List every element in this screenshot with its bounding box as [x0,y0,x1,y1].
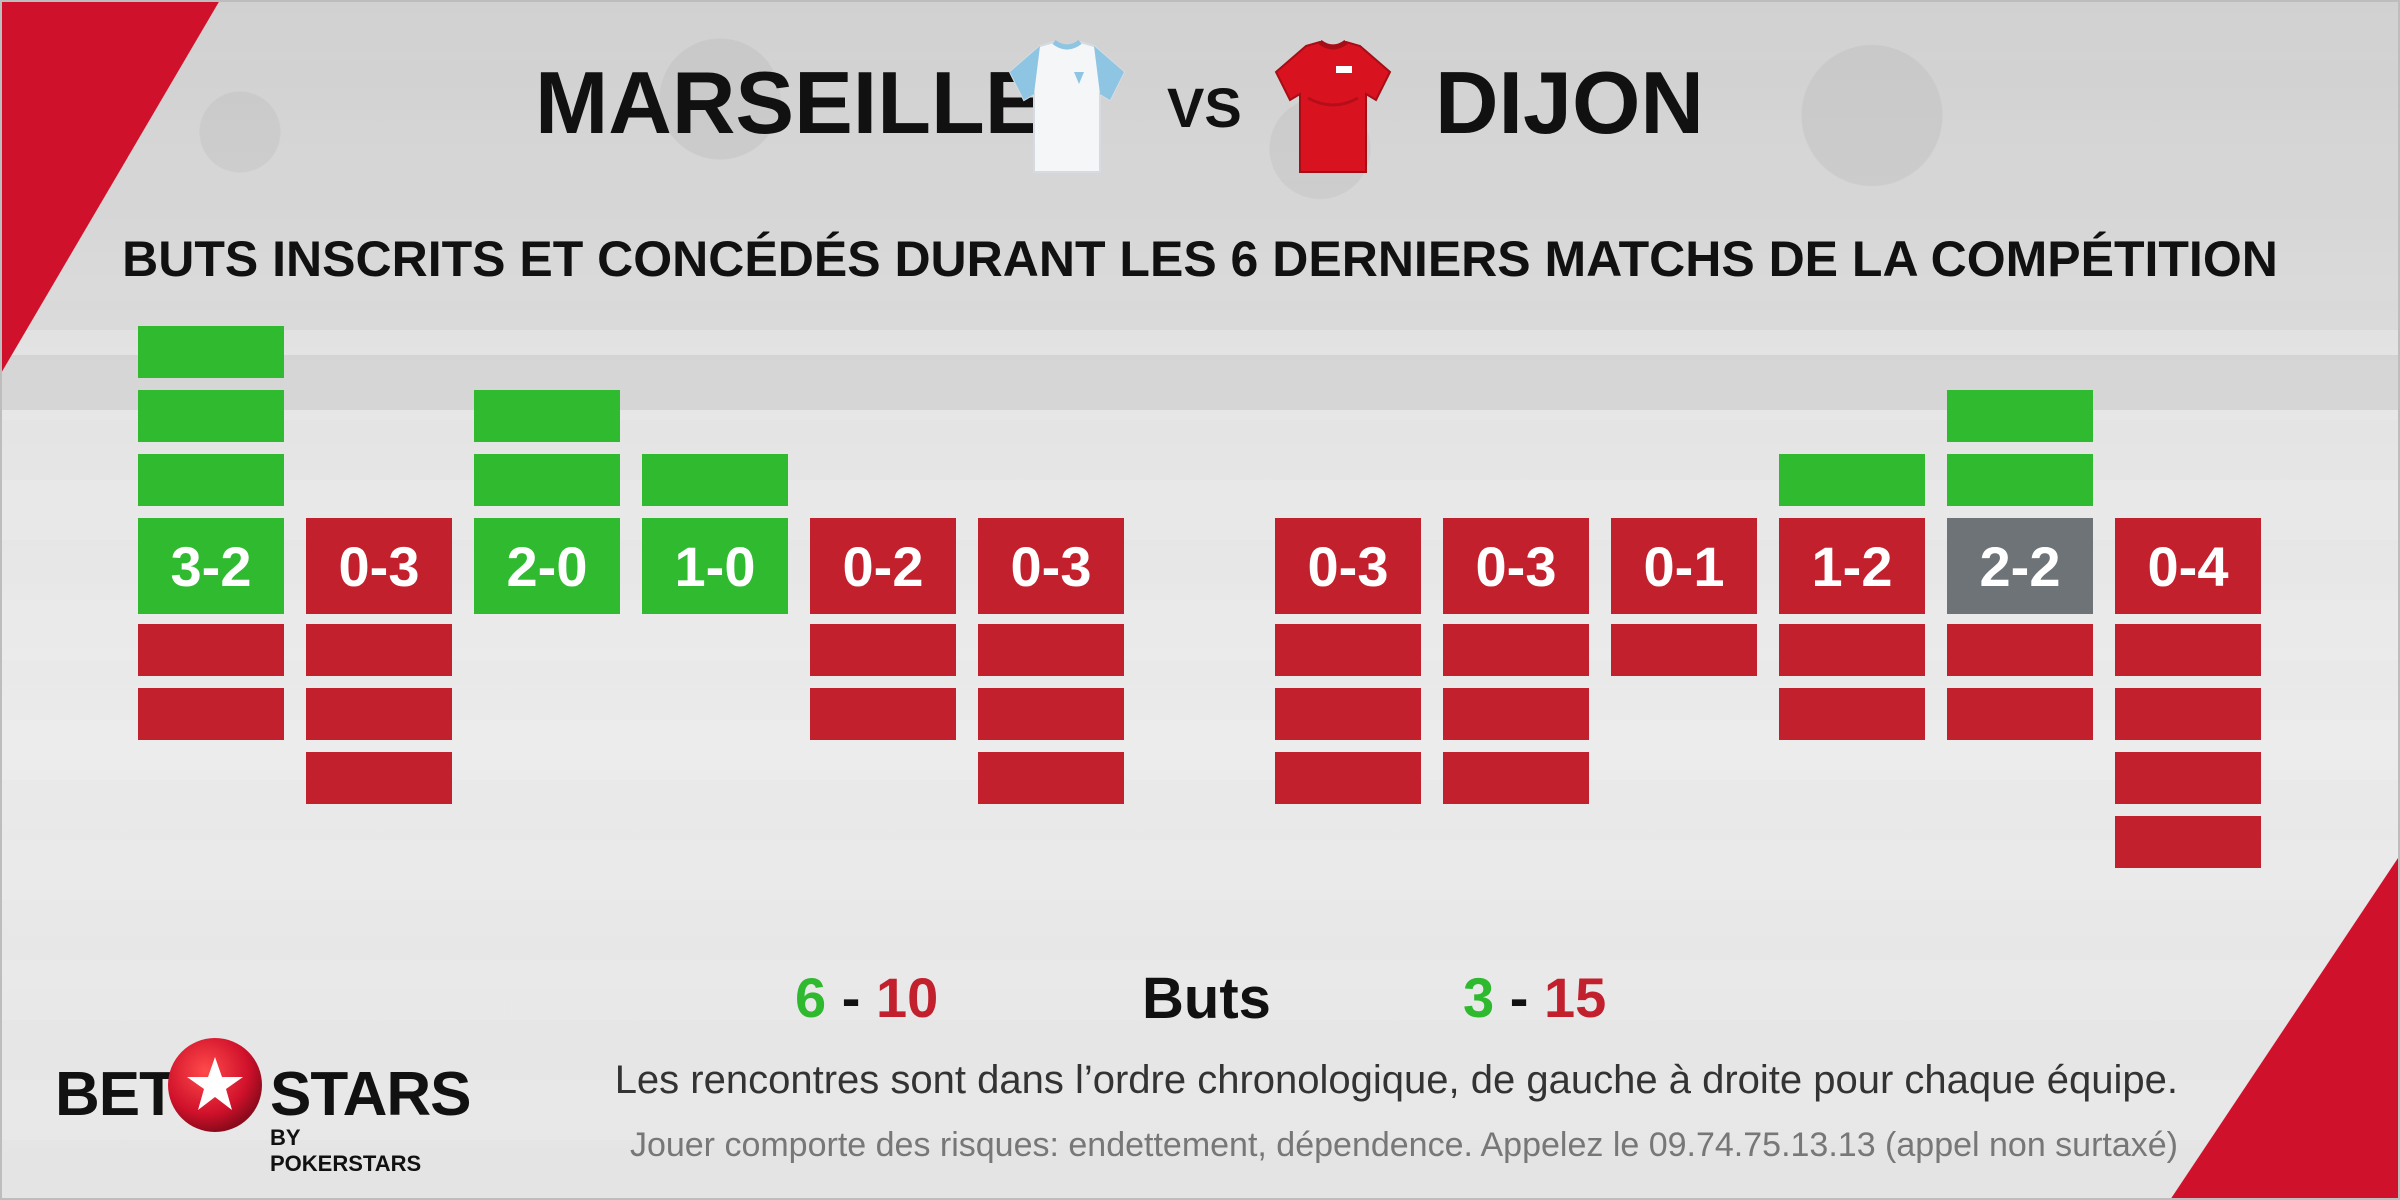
goal-conceded-block [1947,688,2093,740]
logo-by-pokerstars: BY POKERSTARS [270,1125,422,1176]
goal-scored-block [138,454,284,506]
score-tile-marseille-2: 0-3 [306,518,452,614]
goal-conceded-block [1443,624,1589,676]
score-tile-dijon-6: 0-4 [2115,518,2261,614]
goal-scored-block [1779,454,1925,506]
vs-label: VS [1167,76,1242,139]
goal-conceded-block [1443,752,1589,804]
goal-conceded-block [2115,688,2261,740]
goal-conceded-block [1275,624,1421,676]
score-tile-marseille-5: 0-2 [810,518,956,614]
logo-bet-text: BET [55,1060,177,1129]
chart-subtitle: BUTS INSCRITS ET CONCÉDÉS DURANT LES 6 D… [122,231,2278,287]
chronology-note: Les rencontres sont dans l’ordre chronol… [614,1058,2178,1102]
goal-conceded-block [1779,688,1925,740]
goal-conceded-block [2115,752,2261,804]
goal-scored-block [474,390,620,442]
betstars-logo: BET STARS BY POKERSTARS [55,1035,472,1176]
team-right-name: DIJON [1435,53,1704,152]
logo-stars-text: STARS [270,1060,472,1129]
goal-conceded-block [978,624,1124,676]
goal-scored-block [474,454,620,506]
goal-conceded-block [1275,752,1421,804]
star-ball-icon [168,1038,262,1132]
stadium-background [0,0,2400,330]
score-tile-dijon-5: 2-2 [1947,518,2093,614]
marseille-jersey-icon [1008,39,1126,173]
goal-scored-block [1947,390,2093,442]
score-tile-marseille-4: 1-0 [642,518,788,614]
goal-conceded-block [1443,688,1589,740]
goal-conceded-block [306,752,452,804]
goal-conceded-block [2115,624,2261,676]
score-tile-marseille-1: 3-2 [138,518,284,614]
score-tile-dijon-3: 0-1 [1611,518,1757,614]
totals-left-dash: - [841,966,861,1029]
goal-scored-block [1947,454,2093,506]
goal-conceded-block [1275,688,1421,740]
goal-conceded-block [810,688,956,740]
goal-scored-block [138,326,284,378]
goal-conceded-block [810,624,956,676]
score-tile-marseille-6: 0-3 [978,518,1124,614]
score-tile-dijon-4: 1-2 [1779,518,1925,614]
goal-conceded-block [978,752,1124,804]
totals-right-scored: 3 [1463,966,1495,1029]
goal-scored-block [642,454,788,506]
totals-left: 6 - 10 [795,965,938,1030]
totals-right-dash: - [1509,966,1529,1029]
goal-conceded-block [306,624,452,676]
goal-conceded-block [1611,624,1757,676]
goal-conceded-block [978,688,1124,740]
dijon-jersey-icon [1274,39,1392,173]
totals-right-conceded: 15 [1543,966,1607,1029]
goals-label: Buts [1142,966,1271,1031]
goal-conceded-block [306,688,452,740]
score-tile-marseille-3: 2-0 [474,518,620,614]
totals-left-conceded: 10 [875,966,939,1029]
goal-conceded-block [2115,816,2261,868]
goal-conceded-block [138,688,284,740]
goal-conceded-block [1947,624,2093,676]
goal-scored-block [138,390,284,442]
score-tile-dijon-2: 0-3 [1443,518,1589,614]
goal-conceded-block [1779,624,1925,676]
gambling-disclaimer: Jouer comporte des risques: endettement,… [629,1126,2178,1164]
totals-right: 3 - 15 [1463,965,1606,1030]
goal-conceded-block [138,624,284,676]
team-left-name: MARSEILLE [535,53,1044,152]
score-tile-dijon-1: 0-3 [1275,518,1421,614]
totals-left-scored: 6 [795,966,827,1029]
